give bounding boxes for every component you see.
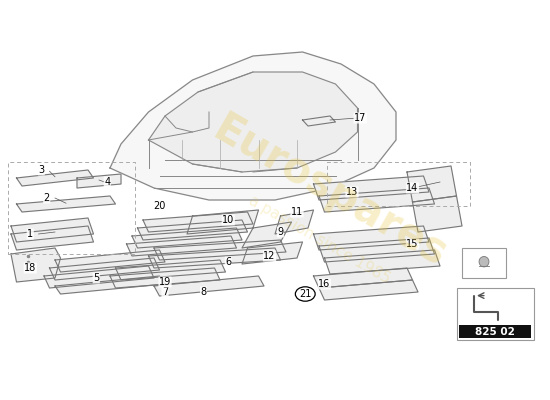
Polygon shape — [16, 196, 116, 212]
Text: 21: 21 — [299, 289, 311, 299]
Polygon shape — [314, 176, 429, 200]
Text: 5: 5 — [93, 273, 100, 283]
Polygon shape — [132, 228, 242, 248]
Polygon shape — [16, 170, 94, 186]
Text: 16: 16 — [318, 279, 331, 289]
Polygon shape — [44, 266, 154, 288]
Polygon shape — [138, 220, 248, 240]
Text: 3: 3 — [38, 165, 45, 175]
Text: 15: 15 — [406, 239, 419, 249]
Polygon shape — [412, 196, 462, 232]
Polygon shape — [242, 222, 292, 248]
Polygon shape — [319, 280, 418, 300]
Polygon shape — [314, 268, 412, 288]
Text: Eurospares: Eurospares — [206, 108, 454, 276]
Text: 2: 2 — [43, 193, 50, 203]
Text: 825 02: 825 02 — [475, 326, 515, 337]
Text: 8: 8 — [200, 287, 207, 297]
Polygon shape — [314, 226, 429, 250]
Polygon shape — [55, 276, 165, 294]
Polygon shape — [11, 226, 94, 250]
Polygon shape — [324, 250, 440, 274]
Polygon shape — [110, 52, 396, 200]
Ellipse shape — [479, 256, 489, 267]
Polygon shape — [50, 258, 160, 280]
Text: 11: 11 — [291, 207, 303, 217]
Text: 10: 10 — [222, 215, 234, 225]
Polygon shape — [302, 116, 336, 126]
Polygon shape — [187, 210, 258, 234]
Polygon shape — [126, 236, 236, 256]
Polygon shape — [110, 268, 220, 288]
Text: 17: 17 — [354, 113, 366, 123]
Text: 19: 19 — [159, 277, 171, 287]
Polygon shape — [148, 248, 280, 268]
Text: 7: 7 — [162, 287, 168, 297]
Polygon shape — [319, 238, 435, 262]
Polygon shape — [407, 166, 456, 202]
Polygon shape — [11, 218, 94, 242]
Text: a passion since 1985: a passion since 1985 — [246, 193, 392, 287]
FancyBboxPatch shape — [456, 288, 534, 340]
Polygon shape — [154, 240, 286, 260]
Polygon shape — [116, 260, 226, 280]
Text: 13: 13 — [346, 187, 358, 197]
Polygon shape — [143, 212, 253, 232]
Text: 4: 4 — [104, 177, 111, 187]
Text: 12: 12 — [263, 251, 276, 261]
Text: 14: 14 — [406, 183, 419, 193]
Polygon shape — [77, 174, 121, 188]
Text: 20: 20 — [153, 201, 166, 211]
Polygon shape — [11, 248, 60, 282]
Polygon shape — [154, 276, 264, 296]
Text: 1: 1 — [27, 229, 34, 239]
Polygon shape — [319, 188, 435, 212]
Text: 9: 9 — [277, 227, 284, 237]
Polygon shape — [55, 250, 165, 272]
Polygon shape — [275, 210, 314, 234]
Text: 6: 6 — [225, 257, 232, 267]
Polygon shape — [148, 72, 358, 172]
FancyBboxPatch shape — [459, 325, 531, 338]
FancyBboxPatch shape — [462, 248, 506, 278]
Polygon shape — [242, 242, 302, 264]
Text: 18: 18 — [24, 263, 36, 273]
